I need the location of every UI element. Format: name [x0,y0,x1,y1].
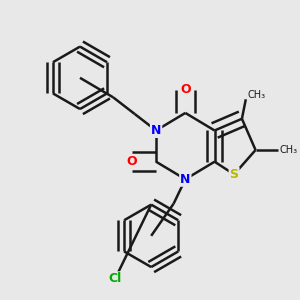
Text: Cl: Cl [109,272,122,285]
Text: N: N [151,124,161,137]
Text: O: O [126,155,137,168]
Text: N: N [180,173,190,186]
Text: S: S [230,168,238,181]
Text: CH₃: CH₃ [248,90,266,100]
Text: O: O [180,83,190,96]
Text: CH₃: CH₃ [280,145,298,155]
